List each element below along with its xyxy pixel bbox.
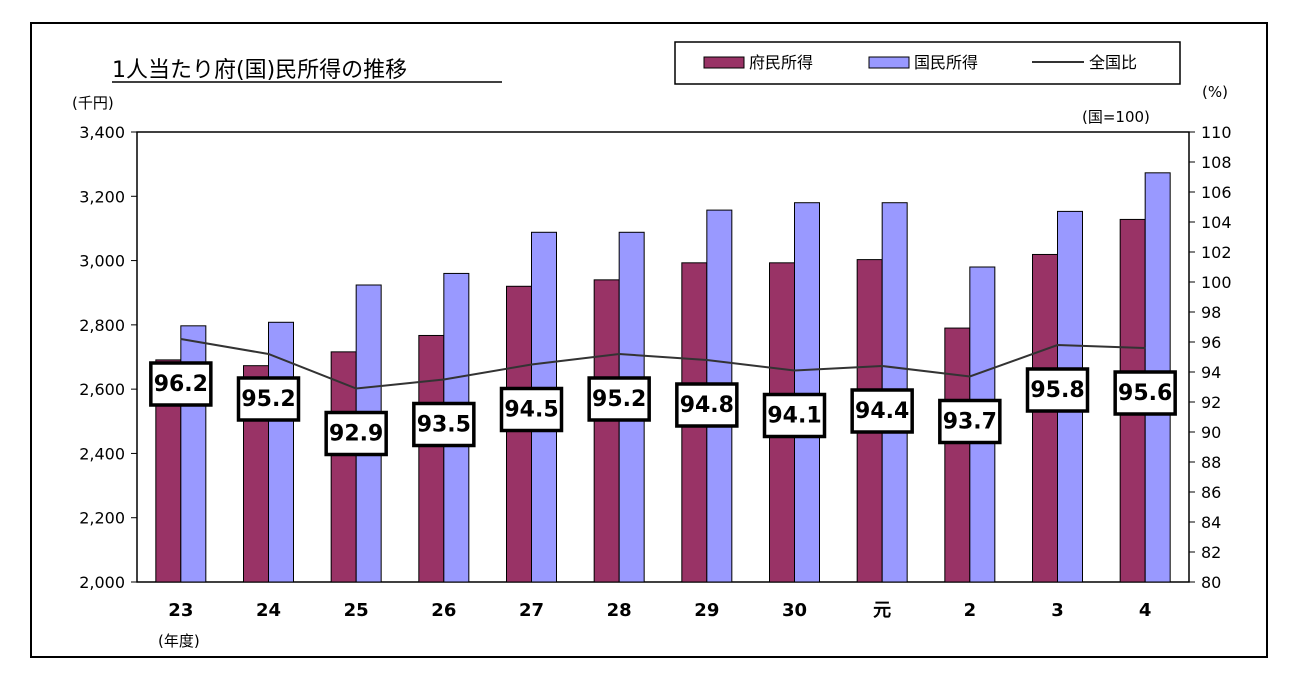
y-axis-unit-label: (千円) (72, 94, 114, 112)
x-tick-label: 4 (1139, 600, 1152, 621)
x-tick-label: 2 (964, 600, 977, 621)
ratio-label-box (762, 392, 827, 439)
ratio-data-label: 94.5 (504, 398, 558, 423)
y-tick-label: 3,000 (79, 252, 125, 271)
ratio-label-box (499, 386, 564, 433)
bars-group (155, 172, 1171, 583)
bar-kokumin (268, 321, 294, 583)
y2-tick-label: 106 (1201, 183, 1232, 202)
y2-axis-unit-label: (%) (1202, 83, 1228, 101)
ratio-label-box (850, 388, 914, 434)
ratio-line-group: 96.2 95.2 92.9 93.5 94.5 95.2 94.8 94.1 94.4 93.7… (149, 338, 1177, 457)
x-tick-label: 23 (168, 600, 193, 621)
y-tick-label: 2,400 (79, 444, 125, 463)
legend-swatch-kokumin (868, 56, 910, 69)
ratio-data-label: 93.7 (943, 410, 997, 435)
ratio-label-box (675, 382, 739, 428)
y2-tick-label: 96 (1201, 333, 1221, 352)
ratio-data-label: 95.2 (241, 387, 295, 412)
y-axis: 2,000 2,200 2,400 2,600 2,800 3,000 3,200 3,400 (79, 123, 137, 592)
legend-label-zenkokuhi: 全国比 (1089, 53, 1137, 72)
bar-fumin (506, 285, 532, 583)
y2-tick-label: 84 (1201, 513, 1221, 532)
ratio-data-label: 95.8 (1030, 378, 1084, 403)
x-axis: 23 24 25 26 27 28 29 30 元 2 3 4 (168, 600, 1151, 621)
y2-tick-label: 90 (1201, 423, 1221, 442)
ratio-data-label: 96.2 (154, 372, 208, 397)
ratio-label-box (938, 398, 1002, 445)
y2-tick-label: 94 (1201, 363, 1221, 382)
y-tick-label: 3,400 (79, 123, 125, 142)
x-tick-label: 29 (694, 600, 719, 621)
ratio-data-label: 93.5 (417, 413, 471, 438)
chart-frame: 1人当たり府(国)民所得の推移 府民所得 国民所得 全国比 (千円) (%) (… (30, 22, 1268, 658)
y2-tick-label: 98 (1201, 303, 1221, 322)
y2-tick-label: 102 (1201, 243, 1232, 262)
y-tick-label: 2,800 (79, 316, 125, 335)
chart-svg: 1人当たり府(国)民所得の推移 府民所得 国民所得 全国比 (千円) (%) (… (72, 41, 1232, 650)
ratio-label-box (1025, 367, 1090, 413)
ratio-data-label: 94.1 (767, 404, 821, 429)
y2-axis-note: (国=100) (1082, 108, 1150, 126)
bar-fumin (593, 279, 620, 583)
y2-tick-label: 88 (1201, 453, 1221, 472)
x-axis-label: (年度) (158, 632, 200, 650)
ratio-label-box (1113, 370, 1177, 416)
ratio-data-label: 95.2 (592, 387, 646, 412)
y2-tick-label: 104 (1201, 213, 1232, 232)
y-tick-label: 2,600 (79, 380, 125, 399)
x-tick-label: 26 (431, 600, 456, 621)
x-tick-label: 3 (1051, 600, 1064, 621)
ratio-data-label: 94.8 (680, 393, 734, 418)
bar-fumin (418, 334, 445, 583)
legend-label-fumin: 府民所得 (749, 53, 813, 72)
y2-tick-label: 80 (1201, 573, 1221, 592)
legend: 府民所得 国民所得 全国比 (674, 41, 1181, 85)
y-tick-label: 3,200 (79, 187, 125, 206)
y-tick-label: 2,200 (79, 509, 125, 528)
legend-box (674, 41, 1181, 85)
y2-tick-label: 92 (1201, 393, 1221, 412)
legend-swatch-fumin (703, 56, 745, 69)
x-tick-label: 25 (344, 600, 369, 621)
y2-tick-label: 100 (1201, 273, 1232, 292)
y2-tick-label: 108 (1201, 153, 1232, 172)
ratio-label-box (324, 410, 388, 457)
chart-title: 1人当たり府(国)民所得の推移 (112, 58, 407, 83)
x-tick-label: 30 (782, 600, 807, 621)
x-tick-label: 27 (519, 600, 544, 621)
y-tick-label: 2,000 (79, 573, 125, 592)
ratio-label-box (412, 401, 476, 448)
ratio-data-label: 95.6 (1118, 381, 1172, 406)
ratio-label-box (587, 376, 651, 422)
bar-fumin (944, 327, 971, 583)
ratio-data-label: 94.4 (855, 399, 909, 424)
bar-kokumin (794, 202, 820, 583)
plot-area (136, 131, 1190, 583)
y2-tick-label: 110 (1201, 123, 1232, 142)
bar-fumin (330, 351, 357, 583)
x-tick-label: 28 (607, 600, 632, 621)
x-tick-label: 24 (256, 600, 281, 621)
y2-axis: 80 82 84 86 88 90 92 94 96 98 100 102 104 106 108 110 (1189, 123, 1232, 592)
x-tick-label: 元 (873, 600, 891, 621)
ratio-line (180, 338, 1146, 390)
y2-tick-label: 82 (1201, 543, 1221, 562)
ratio-label-box (149, 361, 213, 407)
legend-label-kokumin: 国民所得 (914, 53, 978, 72)
bar-fumin (1032, 253, 1058, 583)
ratio-label-box (236, 376, 301, 422)
y2-tick-label: 86 (1201, 483, 1221, 502)
ratio-data-label: 92.9 (329, 422, 383, 447)
